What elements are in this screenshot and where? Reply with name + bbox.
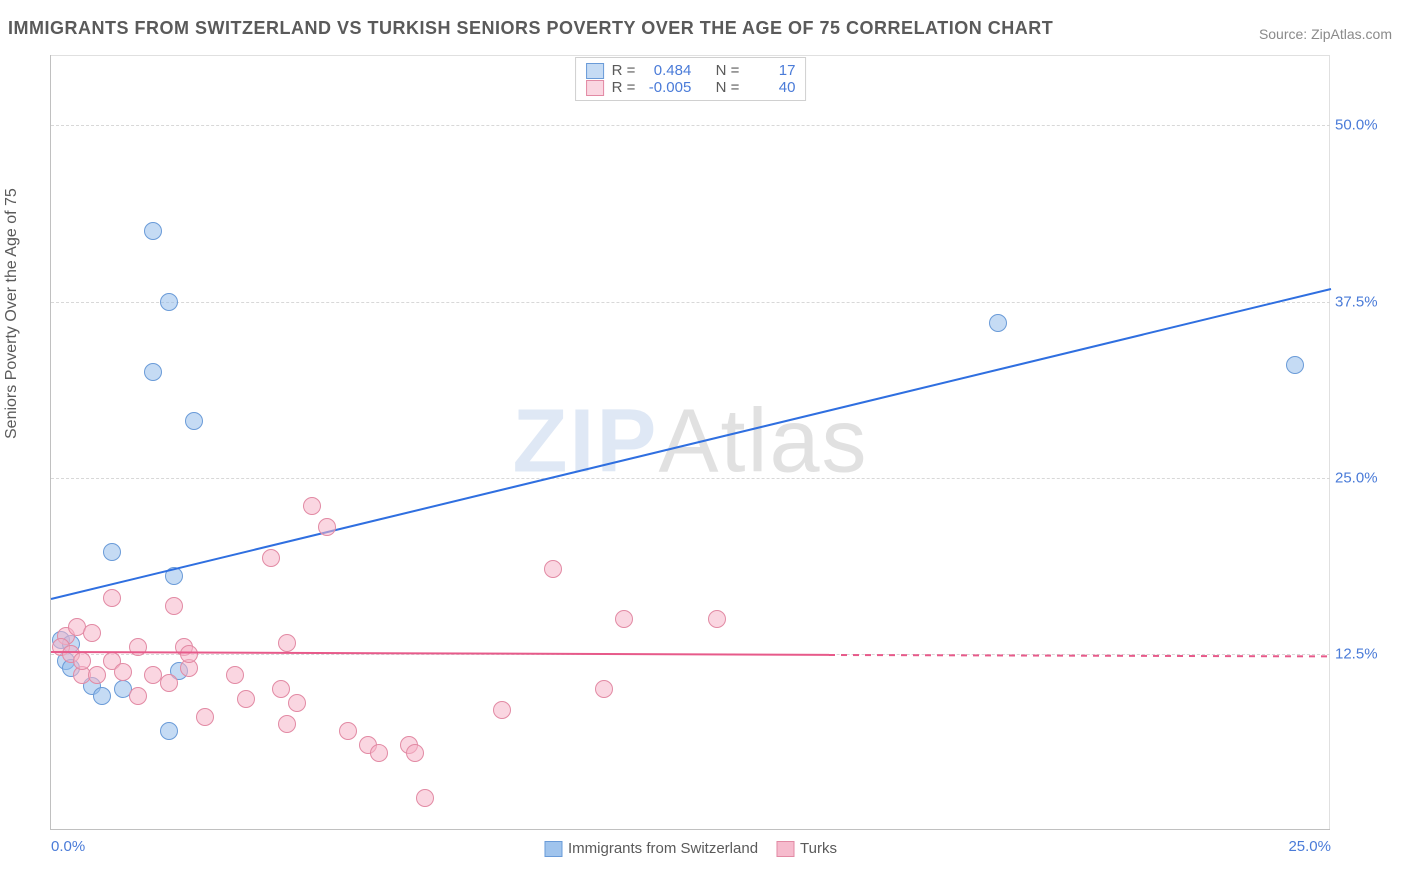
data-point	[185, 412, 203, 430]
data-point	[416, 789, 434, 807]
correlation-legend: R = 0.484 N = 17 R = -0.005 N = 40	[575, 57, 807, 101]
data-point	[180, 645, 198, 663]
data-point	[144, 222, 162, 240]
gridline-horizontal	[51, 125, 1330, 126]
r-value-1: 0.484	[643, 62, 691, 79]
legend-label: Immigrants from Switzerland	[568, 840, 758, 857]
legend-item: Immigrants from Switzerland	[544, 840, 758, 857]
data-point	[278, 634, 296, 652]
legend-row-series1: R = 0.484 N = 17	[586, 62, 796, 79]
data-point	[989, 314, 1007, 332]
n-value-1: 17	[747, 62, 795, 79]
data-point	[544, 560, 562, 578]
data-point	[196, 708, 214, 726]
data-point	[165, 597, 183, 615]
data-point	[129, 687, 147, 705]
y-axis-label: Seniors Poverty Over the Age of 75	[3, 188, 21, 439]
legend-swatch-series1	[586, 63, 604, 79]
plot-right-border	[1329, 55, 1330, 829]
data-point	[493, 701, 511, 719]
trend-line	[51, 288, 1331, 600]
legend-label: Turks	[800, 840, 837, 857]
y-tick-label: 25.0%	[1335, 469, 1390, 486]
x-tick-label: 0.0%	[51, 838, 85, 855]
y-tick-label: 12.5%	[1335, 645, 1390, 662]
data-point	[160, 674, 178, 692]
data-point	[103, 589, 121, 607]
trend-line-extension	[829, 654, 1331, 657]
y-tick-label: 50.0%	[1335, 117, 1390, 134]
scatter-plot-area: ZIPAtlas R = 0.484 N = 17 R = -0.005 N =…	[50, 55, 1330, 830]
legend-row-series2: R = -0.005 N = 40	[586, 79, 796, 96]
data-point	[272, 680, 290, 698]
data-point	[278, 715, 296, 733]
data-point	[73, 652, 91, 670]
data-point	[93, 687, 111, 705]
legend-swatch	[776, 841, 794, 857]
y-tick-label: 37.5%	[1335, 293, 1390, 310]
r-label-2: R =	[612, 79, 636, 96]
source-label: Source:	[1259, 26, 1311, 42]
n-label-2: N =	[716, 79, 740, 96]
data-point	[318, 518, 336, 536]
data-point	[370, 744, 388, 762]
data-point	[144, 363, 162, 381]
data-point	[237, 690, 255, 708]
data-point	[339, 722, 357, 740]
watermark-bold: ZIP	[512, 392, 658, 492]
n-label-1: N =	[716, 62, 740, 79]
gridline-horizontal	[51, 302, 1330, 303]
data-point	[160, 722, 178, 740]
data-point	[83, 624, 101, 642]
legend-swatch-series2	[586, 80, 604, 96]
data-point	[226, 666, 244, 684]
gridline-horizontal	[51, 478, 1330, 479]
r-value-2: -0.005	[643, 79, 691, 96]
source-name: ZipAtlas.com	[1311, 26, 1392, 42]
legend-item: Turks	[776, 840, 837, 857]
r-label-1: R =	[612, 62, 636, 79]
data-point	[1286, 356, 1304, 374]
data-point	[262, 549, 280, 567]
data-point	[288, 694, 306, 712]
data-point	[595, 680, 613, 698]
data-point	[708, 610, 726, 628]
series-legend: Immigrants from Switzerland Turks	[544, 840, 837, 857]
data-point	[103, 543, 121, 561]
data-point	[303, 497, 321, 515]
chart-title: IMMIGRANTS FROM SWITZERLAND VS TURKISH S…	[8, 18, 1053, 39]
data-point	[406, 744, 424, 762]
data-point	[615, 610, 633, 628]
x-tick-label: 25.0%	[1288, 838, 1331, 855]
data-point	[160, 293, 178, 311]
data-point	[114, 663, 132, 681]
data-point	[88, 666, 106, 684]
plot-top-border	[51, 55, 1330, 56]
source-attribution: Source: ZipAtlas.com	[1259, 26, 1392, 42]
legend-swatch	[544, 841, 562, 857]
n-value-2: 40	[747, 79, 795, 96]
